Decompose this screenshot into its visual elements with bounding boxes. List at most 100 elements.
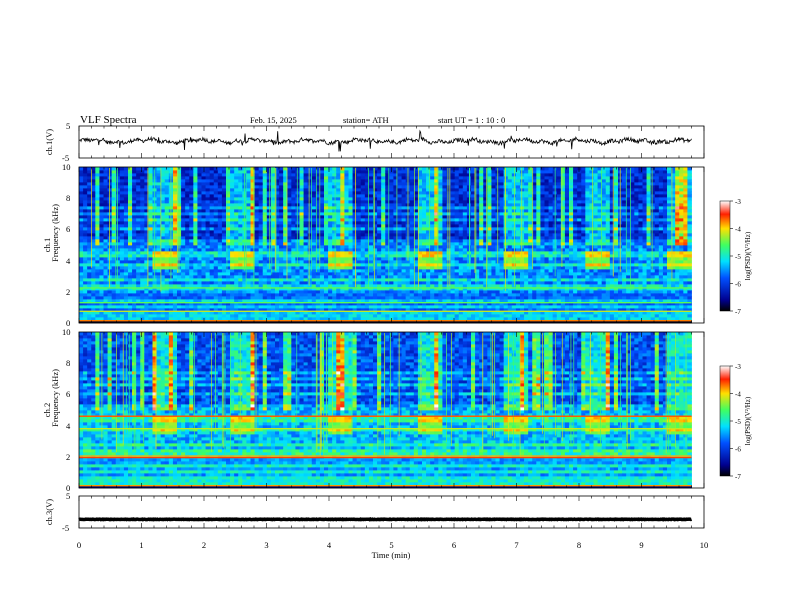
spectrogram-cell [344,239,349,243]
spectrogram-cell [356,263,362,267]
spectrogram-cell [193,188,198,192]
spectrogram-cell [307,275,313,279]
spectrogram-cell [348,218,353,222]
spectrogram-cell [336,218,341,222]
spectrogram-cell [152,317,157,321]
spectrogram-cell [434,221,439,225]
spectrogram-cell [111,215,117,219]
spectrogram-cell [226,206,231,210]
spectrogram-cell [209,230,215,234]
spectrogram-cell [393,200,398,204]
spectrogram-cell [413,191,419,195]
spectrogram-cell [156,191,162,195]
spectrogram-cell [287,314,292,318]
spectrogram-cell [413,242,419,246]
spectrogram-cell [238,296,243,300]
spectrogram-cell [181,206,186,210]
spectrogram-cell [128,269,133,273]
spectrogram-cell [434,257,439,261]
spectrogram-cell [307,305,313,309]
spectrogram-cell [377,311,382,315]
spectrogram-cell [381,278,386,282]
spectrogram-cell [254,209,260,213]
spectrogram-cell [111,221,117,225]
spectrogram-cell [426,254,431,258]
spectrogram-cell [205,185,211,189]
spectrogram-cell [336,266,341,270]
spectrogram-cell [307,167,313,171]
spectrogram-cell [132,275,137,279]
spectrogram-cell [217,248,223,252]
spectrogram-cell [123,215,129,219]
spectrogram-cell [291,230,296,234]
spectrogram-cell [221,248,227,252]
spectrogram-cell [385,176,390,180]
spectrogram-cell [307,215,313,219]
spectrogram-cell [405,320,411,324]
spectrogram-cell [275,296,280,300]
spectrogram-cell [422,194,427,198]
spectrogram-cell [319,203,325,207]
spectrogram-cell [336,185,341,189]
spectrogram-cell [79,203,84,207]
spectrogram-cell [189,275,194,279]
spectrogram-cell [193,233,198,237]
spectrogram-cell [275,272,280,276]
spectrogram-cell [226,203,231,207]
spectrogram-cell [193,281,198,285]
spectrogram-cell [287,320,292,324]
spectrogram-cell [99,311,104,315]
spectrogram-cell [438,206,443,210]
spectrogram-cell [181,200,186,204]
spectrogram-cell [422,275,427,279]
spectrogram-cell [430,209,435,213]
spectrogram-cell [287,269,292,273]
spectrogram-cell [119,185,125,189]
spectrogram-cell [344,317,349,321]
spectrogram-cell [275,314,280,318]
spectrogram-cell [397,170,402,174]
spectrogram-cell [373,194,378,198]
spectrogram-cell [336,203,341,207]
spectrogram-cell [160,230,166,234]
spectrogram-cell [262,299,268,303]
spectrogram-cell [405,308,411,312]
spectrogram-cell [324,251,329,255]
spectrogram-cell [258,200,264,204]
spectrogram-cell [258,320,264,324]
spectrogram-cell [303,269,309,273]
spectrogram-cell [368,314,374,318]
spectrogram-cell [434,308,439,312]
spectrogram-cell [315,197,321,201]
spectrogram-cell [103,251,108,255]
spectrogram-cell [373,218,378,222]
spectrogram-cell [422,287,427,291]
spectrogram-cell [450,308,456,312]
spectrogram-cell [385,290,390,294]
spectrogram-cell [389,221,394,225]
spectrogram-cell [430,290,435,294]
spectrogram-cell [238,269,243,273]
spectrogram-cell [148,206,153,210]
spectrogram-cell [303,182,309,186]
spectrogram-cell [291,167,296,171]
spectrogram-cell [324,275,329,279]
spectrogram-cell [352,242,358,246]
spectrogram-cell [409,320,415,324]
spectrogram-cell [401,218,407,222]
spectrogram-cell [91,254,96,258]
spectrogram-cell [258,293,264,297]
spectrogram-cell [389,179,394,183]
spectrogram-cell [148,209,153,213]
spectrogram-cell [299,266,304,270]
spectrogram-cell [172,260,178,264]
spectrogram-cell [160,188,166,192]
spectrogram-cell [189,272,194,276]
spectrogram-cell [230,239,235,243]
spectrogram-cell [287,266,292,270]
spectrogram-cell [250,272,255,276]
spectrogram-cell [99,191,104,195]
spectrogram-cell [352,287,358,291]
spectrogram-cell [319,227,325,231]
spectrogram-cell [262,218,268,222]
